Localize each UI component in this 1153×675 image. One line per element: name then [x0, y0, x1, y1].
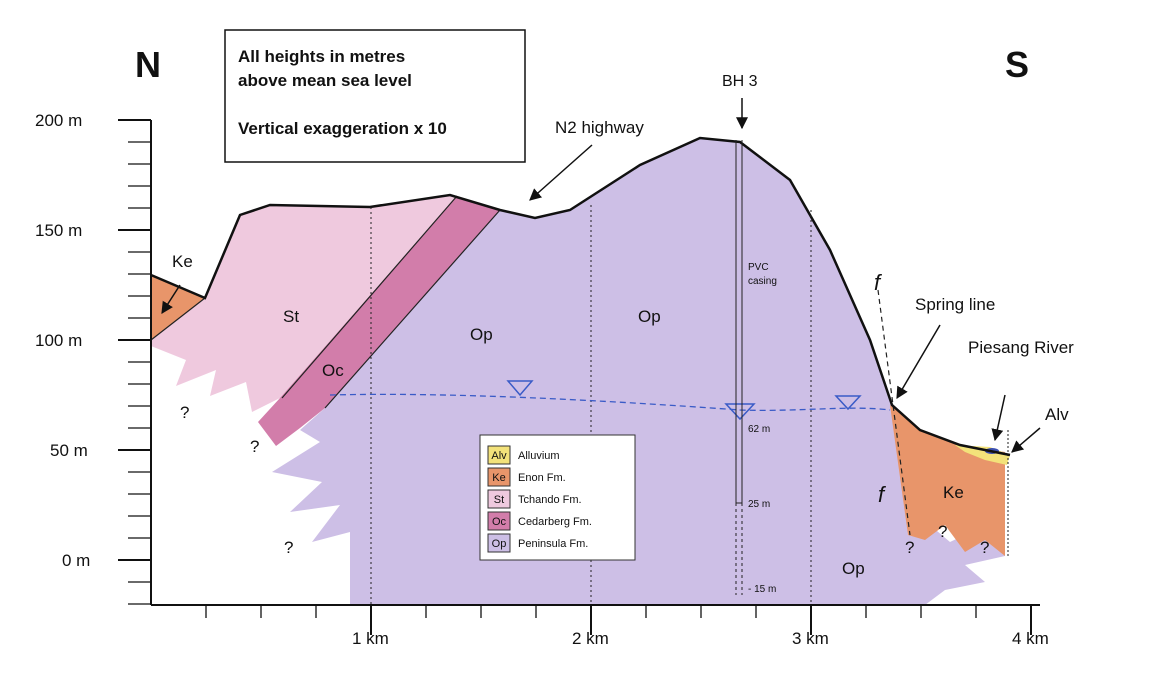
legend-code: Alv [491, 450, 507, 462]
y-label: 100 m [35, 331, 82, 350]
casing-label: PVC [748, 262, 769, 273]
highway-label: N2 highway [555, 118, 644, 137]
x-label: 1 km [352, 629, 389, 648]
axes [118, 119, 1040, 635]
legend-code: Ke [492, 472, 505, 484]
unit-label: Oc [322, 361, 344, 380]
unit-label: Op [842, 559, 865, 578]
unknown: ? [938, 522, 947, 541]
x-label: 3 km [792, 629, 829, 648]
legend-swatch [487, 533, 511, 553]
note-line: above mean sea level [238, 71, 412, 90]
depth-label: - 15 m [748, 584, 776, 595]
legend-code: Oc [492, 516, 507, 528]
arrow [529, 144, 593, 201]
peninsula-fm [272, 138, 1005, 605]
fault-label: f [874, 270, 883, 295]
cedarberg-fm [258, 196, 500, 446]
water-level-symbol [506, 380, 534, 397]
spring-label: Spring line [915, 295, 995, 314]
depth-label: 62 m [748, 424, 770, 435]
legend-name: Tchando Fm. [518, 494, 582, 506]
unit-label: Ke [943, 483, 964, 502]
legend-swatch [487, 467, 511, 487]
legend-name: Cedarberg Fm. [518, 516, 592, 528]
note-line: Vertical exaggeration x 10 [238, 119, 447, 138]
water-level-symbol [724, 403, 756, 421]
enon-fm-left [151, 275, 205, 340]
enon-fm-right [890, 405, 1005, 556]
legend-name: Enon Fm. [518, 472, 566, 484]
tchando-fm [151, 195, 457, 412]
arrow [896, 324, 941, 400]
y-label: 50 m [50, 441, 88, 460]
y-label: 0 m [62, 551, 90, 570]
unknown: ? [180, 403, 189, 422]
note-box [224, 29, 526, 163]
unknown: ? [284, 538, 293, 557]
legend-code: St [494, 494, 504, 506]
casing-label: casing [748, 276, 777, 287]
north-label: N [135, 44, 161, 85]
legend-swatch [487, 511, 511, 531]
water-level-symbol [834, 395, 862, 411]
unknown: ? [250, 437, 259, 456]
borehole-label: BH 3 [722, 73, 758, 90]
x-label: 4 km [1012, 629, 1049, 648]
contact [324, 209, 501, 409]
depth-label: 25 m [748, 499, 770, 510]
unknown: ? [905, 538, 914, 557]
legend-swatch [487, 445, 511, 465]
y-label: 200 m [35, 111, 82, 130]
contact [281, 195, 458, 399]
river-label: Piesang River [968, 338, 1074, 357]
unit-label: St [283, 307, 299, 326]
unit-label: Op [638, 307, 661, 326]
unknown: ? [980, 538, 989, 557]
contact [150, 297, 206, 341]
arrow [1011, 427, 1041, 453]
legend-name: Alluvium [518, 450, 560, 462]
note-line: All heights in metres [238, 47, 405, 66]
surface [150, 136, 1011, 457]
unit-label: Op [470, 325, 493, 344]
unit-label: Ke [172, 252, 193, 271]
legend-name: Peninsula Fm. [518, 538, 588, 550]
legend-code: Op [492, 538, 507, 550]
fault-label: f [878, 482, 887, 507]
x-label: 2 km [572, 629, 609, 648]
arrow [991, 394, 1006, 442]
alluvium-label: Alv [1045, 405, 1069, 424]
arrow [161, 284, 181, 315]
y-label: 150 m [35, 221, 82, 240]
south-label: S [1005, 44, 1029, 85]
legend-swatch [487, 489, 511, 509]
legend: Alv Alluvium Ke Enon Fm. St Tchando Fm. Oc Ceda… [479, 434, 636, 561]
